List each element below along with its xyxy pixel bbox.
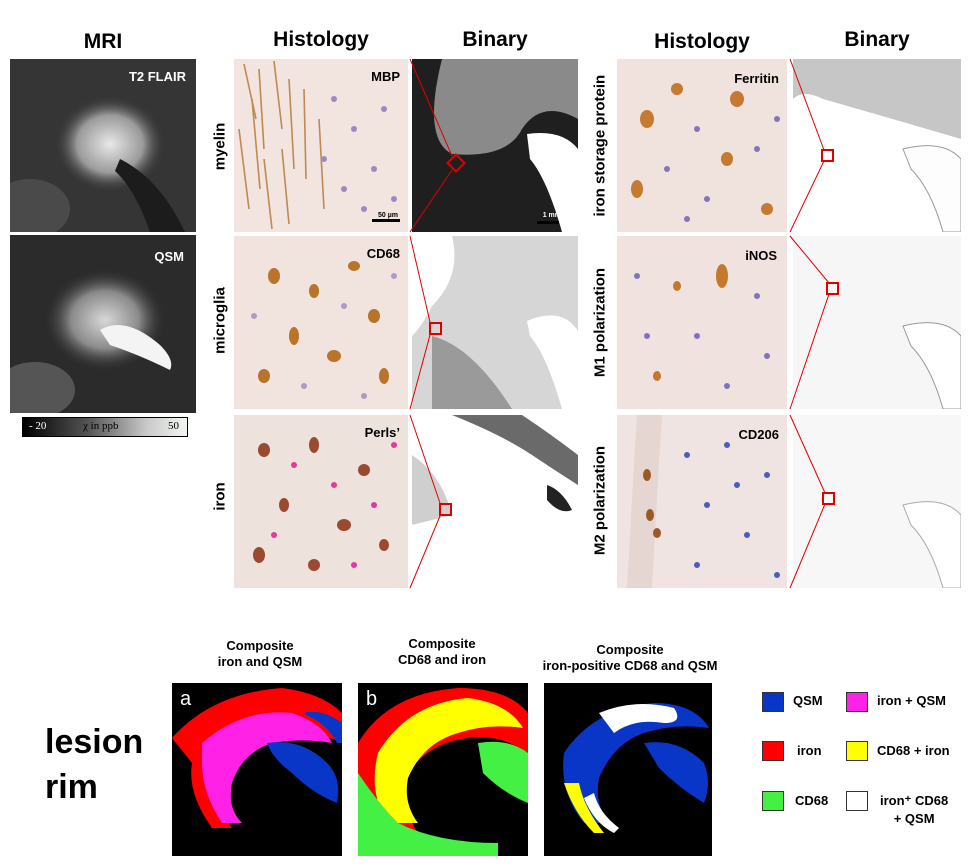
histology-inos-image: iNOS: [617, 236, 787, 409]
composite-a-title: Composite iron and QSM: [217, 638, 303, 669]
row-label-iron: iron: [211, 482, 229, 511]
scale-bar-histo: 50 µm: [378, 212, 398, 219]
zoom-connectors-left: [409, 59, 453, 589]
stain-label-inos: iNOS: [745, 248, 777, 263]
composite-b-letter: b: [366, 688, 378, 710]
lesion-label-line2: rim: [45, 768, 98, 806]
histology-cd68-image: CD68: [234, 236, 408, 409]
binary-header-left: Binary: [462, 28, 528, 51]
composite-b-title: Composite CD68 and iron: [397, 636, 487, 667]
histology-perls-image: Perls’: [234, 415, 408, 588]
qsm-label: QSM: [154, 249, 184, 264]
histology-cd206-image: CD206: [617, 415, 787, 588]
scale-bar-binary: 1 mm: [542, 212, 561, 219]
histology-ferritin-image: Ferritin: [617, 59, 787, 232]
histology-header-right: Histology: [654, 30, 750, 53]
legend-swatch-cd68: [762, 791, 784, 811]
composite-b-image: b: [358, 683, 528, 856]
composite-c-title: Composite iron-positive CD68 and QSM: [542, 642, 718, 673]
legend-label-cd68-iron: CD68 + iron: [877, 743, 950, 758]
row-label-iron-storage-protein: iron storage protein: [591, 74, 609, 217]
legend-swatch-iron-cd68-qsm: [846, 791, 868, 811]
colorbar-min: - 20: [29, 420, 47, 432]
stain-label-cd206: CD206: [738, 427, 779, 442]
binary-header-right: Binary: [844, 28, 910, 51]
legend-swatch-iron-qsm: [846, 692, 868, 712]
t2-flair-label: T2 FLAIR: [128, 69, 186, 84]
legend-swatch-iron: [762, 741, 784, 761]
row-label-microglia: microglia: [211, 287, 229, 354]
stain-label-ferritin: Ferritin: [734, 71, 779, 86]
legend-label-iron-cd68-qsm: iron⁺ CD68 + QSM: [880, 793, 949, 826]
legend-swatch-qsm: [762, 692, 784, 712]
legend-label-qsm: QSM: [793, 693, 823, 708]
binary-cd68-image: [412, 236, 578, 409]
histology-header-left: Histology: [273, 28, 369, 51]
qsm-colorbar: - 20 χ in ppb 50: [22, 417, 188, 437]
binary-mbp-image: 1 mm: [412, 59, 578, 232]
binary-cd206-image: [793, 415, 961, 588]
row-label-m2-polarization: M2 polarization: [591, 445, 609, 556]
histology-mbp-image: MBP 50 µm: [234, 59, 408, 232]
legend-label-cd68: CD68: [795, 793, 829, 808]
legend-swatch-cd68-iron: [846, 741, 868, 761]
lesion-label-line1: lesion: [45, 723, 144, 761]
zoom-connectors-right: [789, 59, 830, 589]
stain-label-cd68: CD68: [366, 246, 400, 261]
mri-qsm-image: QSM: [10, 235, 196, 413]
row-label-m1-polarization: M1 polarization: [591, 267, 609, 378]
binary-ferritin-image: [793, 59, 961, 232]
stain-label-mbp: MBP: [371, 69, 400, 84]
stain-label-perls: Perls’: [364, 425, 400, 440]
composite-a-letter: a: [180, 688, 192, 710]
composite-a-image: a: [172, 683, 342, 856]
row-label-myelin: myelin: [211, 122, 229, 171]
legend-label-iron-qsm: iron + QSM: [877, 693, 946, 708]
legend-label-iron: iron: [797, 743, 822, 758]
mri-header: MRI: [83, 30, 123, 53]
composite-c-image: [544, 683, 712, 856]
colorbar-max: 50: [168, 420, 179, 432]
colorbar-unit: χ in ppb: [83, 420, 119, 432]
binary-inos-image: [793, 236, 961, 409]
mri-t2-flair-image: T2 FLAIR: [10, 59, 196, 232]
